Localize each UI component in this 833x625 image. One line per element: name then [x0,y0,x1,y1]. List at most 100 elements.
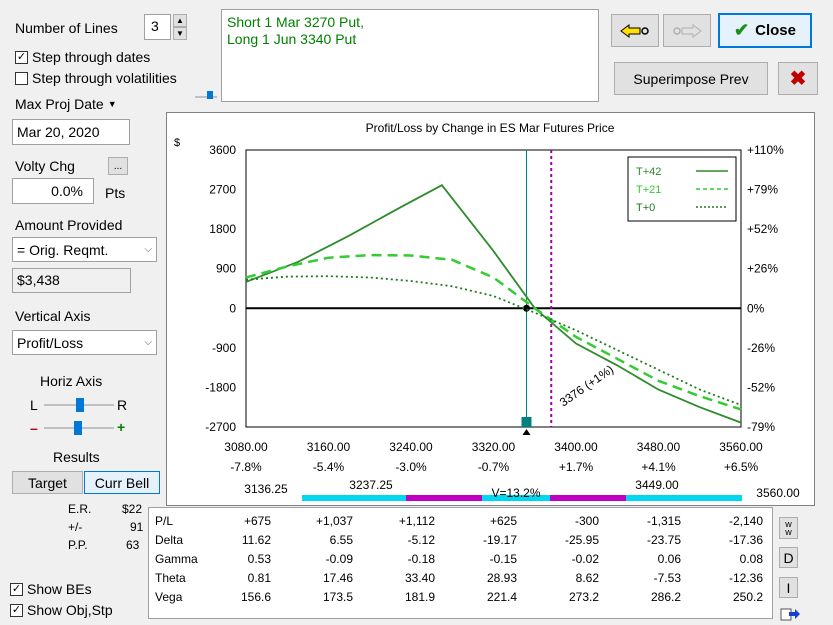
amount-select[interactable]: = Orig. Reqmt. ⌵ [12,237,157,262]
vol-step-slider[interactable] [195,88,217,100]
spin-up-icon[interactable]: ▲ [173,14,187,27]
amount-select-value: = Orig. Reqmt. [17,241,109,258]
table-cell: -0.18 [407,552,435,566]
position-line-2: Long 1 Jun 3340 Put [227,31,357,47]
y-tick-label: 900 [216,262,236,276]
table-cell: -7.53 [653,571,681,585]
slider-right-label: R [117,397,128,413]
table-cell: 11.62 [241,533,271,547]
lines-input[interactable]: 3 [144,14,171,40]
table-cell: -12.36 [728,571,763,585]
volty-input[interactable]: 0.0% [12,178,94,204]
target-button[interactable]: Target [12,471,83,494]
superimpose-button[interactable]: Superimpose Prev [614,62,768,95]
vert-axis-select[interactable]: Profit/Loss ⌵ [12,330,157,355]
table-cell: -0.09 [325,552,353,566]
y-pct-tick-label: 0% [747,301,765,315]
x-tick-label: 3320.00 [472,440,516,454]
legend-label: T+0 [636,202,655,214]
max-proj-menu[interactable]: Max Proj Date ▼ [15,96,117,112]
table-cell: +1,037 [315,514,353,528]
table-row-label: Delta [155,533,184,547]
x-tick-label: 3080.00 [224,440,268,454]
pm-label: +/- [68,520,83,534]
forward-button[interactable] [663,14,711,47]
checkmark-icon: ✔ [734,20,750,40]
show-obj-checkbox[interactable]: ✓ [10,603,23,617]
slider-left-label: L [30,397,38,413]
x-tick-label: 3160.00 [307,440,351,454]
horiz-axis-label: Horiz Axis [40,373,103,389]
table-cell: 0.81 [247,571,271,585]
table-cell: -5.12 [407,533,435,547]
y-pct-tick-label: -26% [747,341,775,355]
d-button[interactable]: D [779,547,798,568]
x-pct-tick-label: +6.5% [724,460,759,474]
amount-label: Amount Provided [15,217,123,233]
x-tick-label: 3480.00 [637,440,681,454]
step-vol-option[interactable]: Step through volatilities [15,70,177,86]
table-cell: 33.40 [404,571,435,585]
step-dates-checkbox[interactable]: ✓ [15,50,28,64]
max-proj-input[interactable]: Mar 20, 2020 [12,119,130,145]
volty-label: Volty Chg [15,158,75,174]
table-cell: 173.5 [322,590,353,604]
std-band-inner-left [406,495,482,501]
vert-axis-label: Vertical Axis [15,308,91,324]
y-pct-tick-label: +26% [747,262,778,276]
dropdown-arrow-icon: ▼ [107,99,117,109]
table-cell: +675 [243,514,271,528]
y-tick-label: 1800 [209,222,236,236]
x-pct-tick-label: +1.7% [559,460,594,474]
er-label: E.R. [68,502,92,516]
greeks-table: P/L +675 +1,037 +1,112 +625 -300 -1,315 -2,140 D… [148,507,773,619]
spin-down-icon[interactable]: ▼ [173,27,187,40]
table-cell: 17.46 [322,571,353,585]
vert-axis-select-value: Profit/Loss [17,334,84,351]
y-tick-label: 0 [229,301,236,315]
table-row-label: Vega [155,590,183,604]
show-obj-option[interactable]: ✓ Show Obj,Stp [10,602,113,618]
step-dates-label: Step through dates [32,49,151,65]
x-tick-label: 3400.00 [554,440,598,454]
current-price-point [523,304,530,312]
table-cell: -19.17 [482,533,517,547]
position-line-1: Short 1 Mar 3270 Put, [227,14,364,30]
table-cell: 28.93 [486,571,517,585]
table-cell: 221.4 [486,590,517,604]
chevron-down-icon: ⌵ [144,244,152,255]
table-cell: -23.75 [646,533,681,547]
back-button[interactable] [611,14,659,47]
table-cell: 8.62 [575,571,599,585]
lines-spinner[interactable]: ▲ ▼ [173,14,187,40]
y-tick-label: -2700 [205,420,236,434]
volty-ellipsis-button[interactable]: ... [108,157,128,175]
table-cell: -300 [574,514,599,528]
curr-bell-button[interactable]: Curr Bell [84,471,160,494]
i-button[interactable]: I [779,577,798,598]
table-cell: 0.53 [247,552,271,566]
close-button[interactable]: ✔ Close [718,13,812,48]
show-bes-option[interactable]: ✓ Show BEs [10,581,92,597]
zoom-slider[interactable] [44,421,114,435]
er-value: $22 [122,502,143,516]
arrow-right-icon [673,23,702,38]
step-vol-checkbox[interactable] [15,71,28,85]
table-cell: 250.2 [732,590,763,604]
table-cell: -0.15 [489,552,517,566]
arrow-left-icon [620,23,649,38]
show-bes-checkbox[interactable]: ✓ [10,582,23,596]
delete-icon[interactable]: ✖ [778,62,818,95]
pp-value: 63 [126,538,140,552]
step-dates-option[interactable]: ✓ Step through dates [15,49,150,65]
table-cell: -0.02 [571,552,599,566]
table-cell: +1,112 [398,514,435,528]
volty-unit: Pts [105,185,126,201]
export-icon[interactable] [780,606,800,622]
y-axis-label: $ [174,137,180,149]
table-cell: 273.2 [568,590,599,604]
wide-w-button[interactable]: w w [779,517,798,539]
std-band-inner-right [550,495,626,501]
legend-label: T+21 [636,184,661,196]
horiz-lr-slider[interactable] [44,398,114,412]
